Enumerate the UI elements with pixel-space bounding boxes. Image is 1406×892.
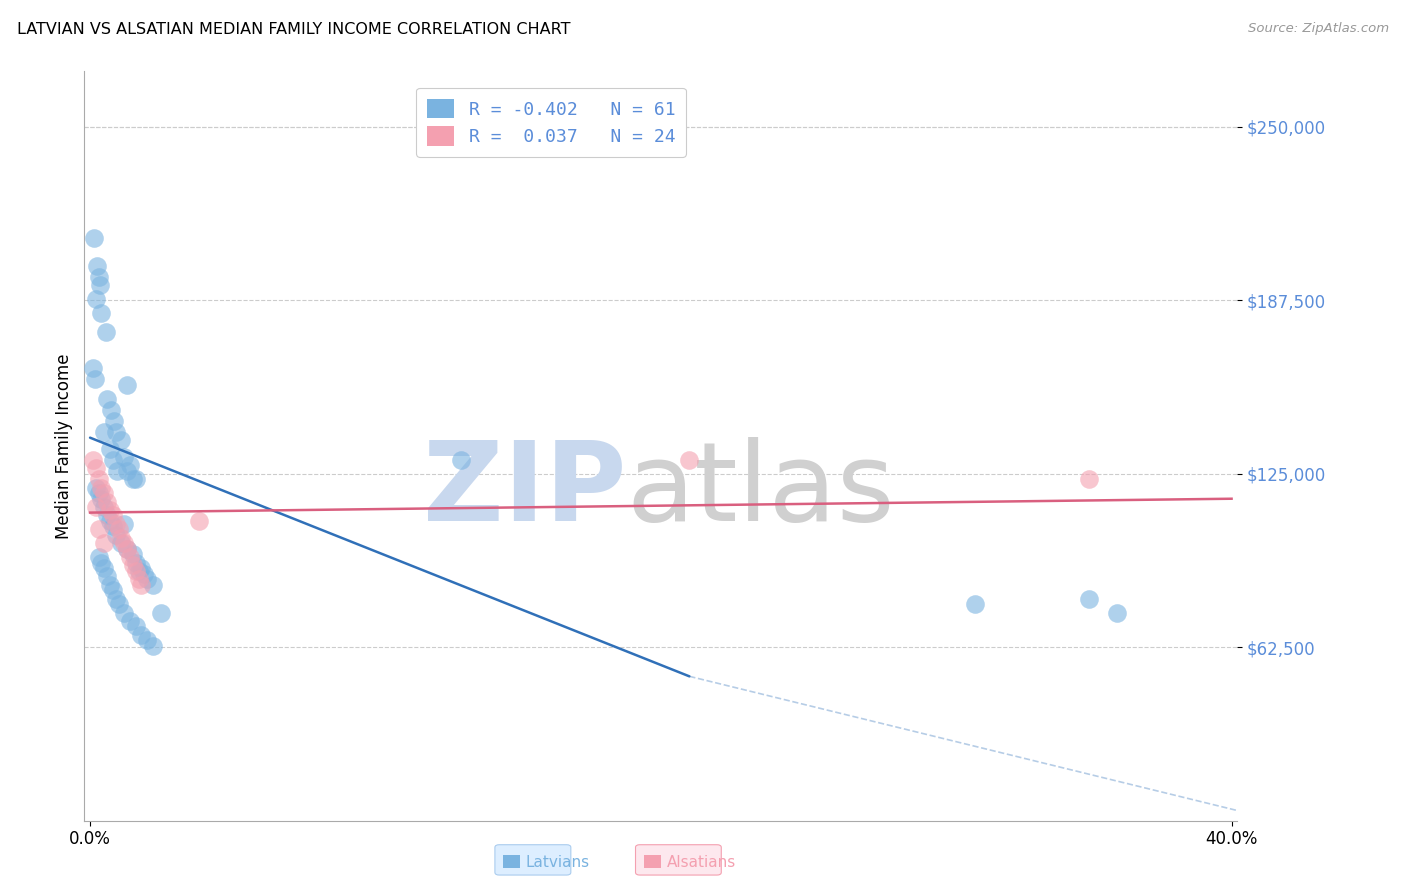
Point: [93, 500, 115, 514]
Point: [103, 414, 125, 428]
Point: [82, 361, 104, 376]
Point: [115, 378, 138, 392]
Point: [104, 528, 127, 542]
Point: [86, 259, 108, 273]
Point: [90, 481, 112, 495]
Text: Source: ZipAtlas.com: Source: ZipAtlas.com: [1249, 22, 1389, 36]
Point: [128, 572, 150, 586]
Point: [87, 486, 110, 500]
Text: atlas: atlas: [626, 437, 894, 544]
Text: ZIP: ZIP: [423, 437, 626, 544]
Point: [125, 556, 148, 570]
Point: [107, 522, 129, 536]
Point: [136, 572, 159, 586]
Point: [90, 491, 112, 506]
Point: [122, 558, 145, 573]
Point: [122, 472, 145, 486]
Point: [84, 500, 107, 514]
Point: [87, 549, 110, 564]
Point: [118, 458, 141, 473]
Point: [115, 541, 138, 556]
Point: [112, 536, 135, 550]
Point: [115, 464, 138, 478]
Point: [84, 292, 107, 306]
Point: [98, 503, 121, 517]
Point: [150, 606, 173, 620]
Point: [963, 597, 986, 611]
Point: [134, 566, 156, 581]
Text: LATVIAN VS ALSATIAN MEDIAN FAMILY INCOME CORRELATION CHART: LATVIAN VS ALSATIAN MEDIAN FAMILY INCOME…: [17, 22, 571, 37]
Point: [187, 514, 209, 528]
Point: [94, 325, 117, 339]
Point: [142, 578, 165, 592]
Point: [98, 514, 121, 528]
Point: [101, 583, 124, 598]
Point: [115, 541, 138, 556]
Point: [131, 578, 153, 592]
Point: [131, 561, 153, 575]
Point: [96, 494, 118, 508]
Point: [90, 556, 112, 570]
Point: [128, 564, 150, 578]
Point: [101, 453, 124, 467]
Point: [107, 597, 129, 611]
Point: [105, 464, 128, 478]
Point: [93, 486, 115, 500]
Point: [112, 516, 135, 531]
Point: [84, 461, 107, 475]
Point: [83, 231, 105, 245]
Point: [87, 522, 110, 536]
Point: [142, 639, 165, 653]
Text: Latvians: Latvians: [526, 855, 591, 870]
Point: [125, 564, 148, 578]
Point: [104, 591, 127, 606]
Point: [84, 481, 107, 495]
Point: [112, 450, 135, 464]
Point: [118, 549, 141, 564]
Point: [93, 425, 115, 439]
Point: [90, 306, 112, 320]
Point: [110, 434, 132, 448]
Point: [96, 569, 118, 583]
Point: [98, 578, 121, 592]
Point: [87, 269, 110, 284]
Point: [1107, 606, 1129, 620]
Point: [104, 425, 127, 439]
Point: [87, 472, 110, 486]
Point: [93, 536, 115, 550]
Point: [122, 547, 145, 561]
Point: [110, 536, 132, 550]
Point: [101, 519, 124, 533]
Point: [96, 392, 118, 406]
Point: [450, 453, 472, 467]
Point: [84, 372, 107, 386]
Point: [101, 508, 124, 523]
Point: [96, 508, 118, 523]
Legend: R = -0.402   N = 61, R =  0.037   N = 24: R = -0.402 N = 61, R = 0.037 N = 24: [416, 88, 686, 157]
Text: Alsatians: Alsatians: [666, 855, 735, 870]
Point: [131, 628, 153, 642]
Point: [98, 442, 121, 456]
Point: [125, 472, 148, 486]
Point: [110, 531, 132, 545]
Point: [136, 633, 159, 648]
Point: [118, 614, 141, 628]
Point: [112, 606, 135, 620]
Point: [82, 453, 104, 467]
Y-axis label: Median Family Income: Median Family Income: [55, 353, 73, 539]
Point: [1077, 472, 1099, 486]
Point: [678, 453, 700, 467]
Point: [104, 516, 127, 531]
Point: [125, 619, 148, 633]
Point: [1077, 591, 1099, 606]
Point: [100, 403, 122, 417]
Point: [93, 561, 115, 575]
Point: [89, 278, 111, 293]
